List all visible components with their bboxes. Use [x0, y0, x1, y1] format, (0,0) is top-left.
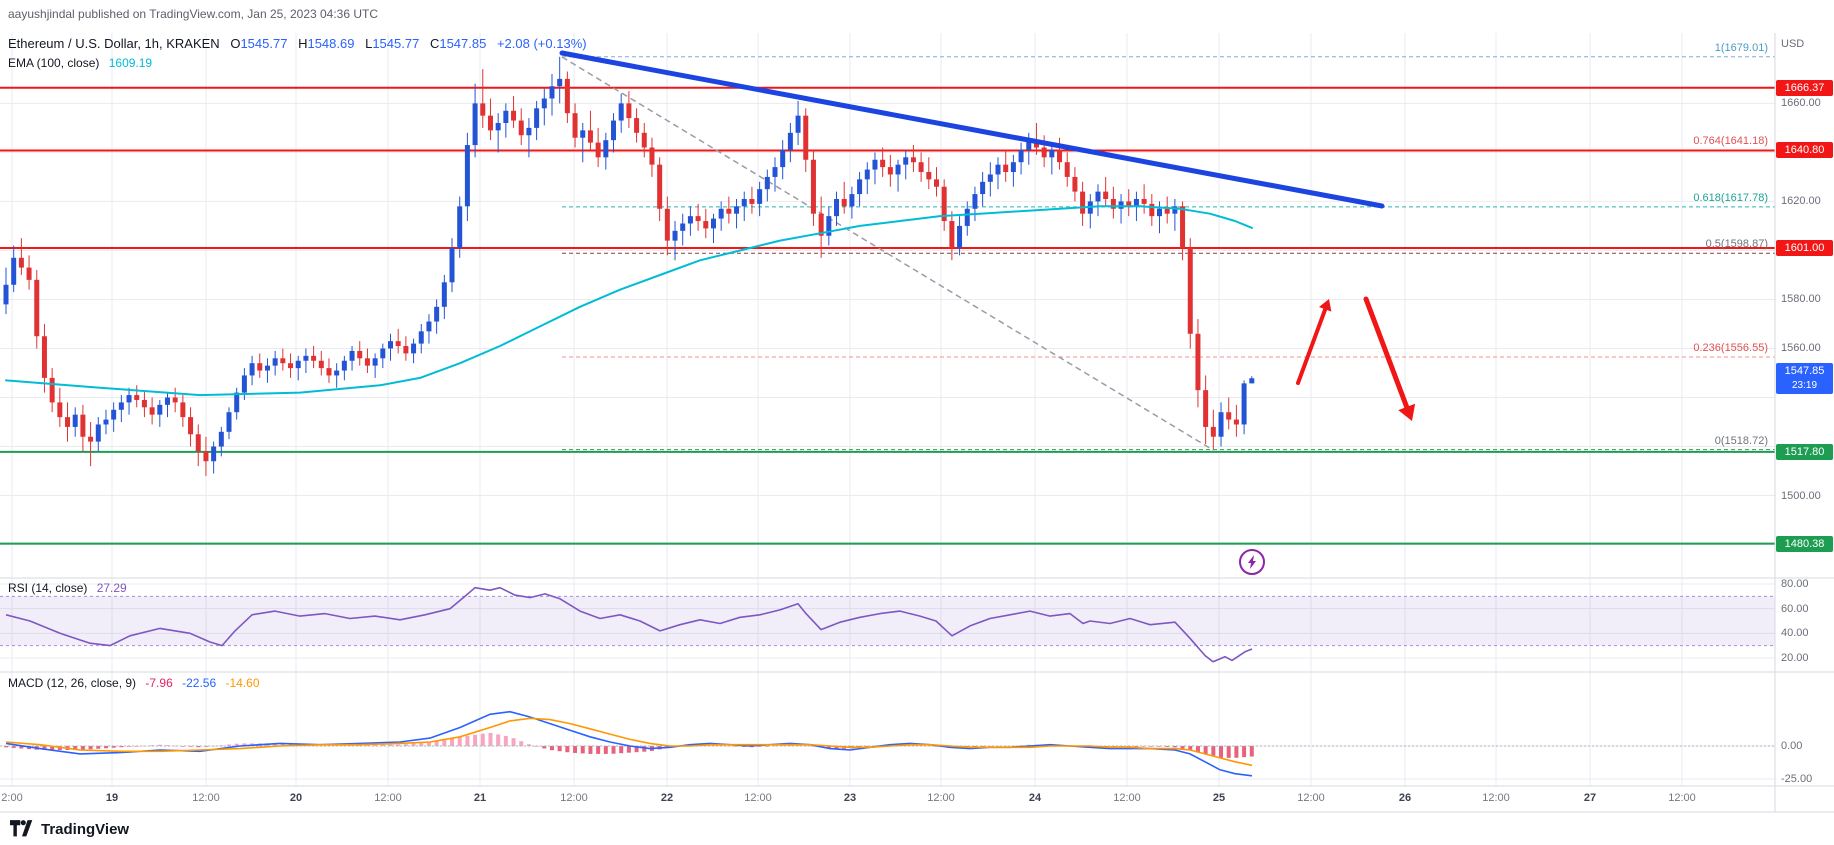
macd-line-value: -22.56: [182, 676, 217, 690]
rsi-value: 27.29: [96, 581, 127, 595]
low-label: L: [365, 36, 373, 51]
ema-legend[interactable]: EMA (100, close) 1609.19: [8, 56, 152, 70]
change-value: +2.08 (+0.13%): [496, 36, 587, 51]
tradingview-branding[interactable]: TradingView: [10, 816, 129, 842]
low-value: 1545.77: [372, 36, 420, 51]
macd-pane[interactable]: [0, 672, 1775, 788]
macd-signal-value: -14.60: [225, 676, 260, 690]
ema-label: EMA (100, close): [8, 56, 100, 70]
price-pane[interactable]: [0, 33, 1775, 578]
rsi-pane[interactable]: [0, 578, 1775, 672]
high-value: 1548.69: [307, 36, 355, 51]
ema-value: 1609.19: [108, 56, 153, 70]
open-value: 1545.77: [240, 36, 288, 51]
symbol-legend[interactable]: Ethereum / U.S. Dollar, 1h, KRAKEN O1545…: [8, 36, 587, 51]
close-label: C: [429, 36, 440, 51]
symbol-title: Ethereum / U.S. Dollar, 1h, KRAKEN: [8, 36, 220, 51]
open-label: O: [230, 36, 241, 51]
macd-histogram-value: -7.96: [145, 676, 173, 690]
rsi-legend[interactable]: RSI (14, close) 27.29: [8, 581, 127, 595]
tradingview-logo-icon: [10, 819, 34, 840]
publish-info: aayushjindal published on TradingView.co…: [8, 7, 379, 21]
rsi-label: RSI (14, close): [8, 581, 88, 595]
tradingview-wordmark: TradingView: [41, 820, 130, 838]
close-value: 1547.85: [439, 36, 487, 51]
price-axis[interactable]: [1775, 33, 1834, 786]
macd-label: MACD (12, 26, close, 9): [8, 676, 137, 690]
high-label: H: [298, 36, 308, 51]
time-axis[interactable]: [0, 786, 1834, 812]
macd-legend[interactable]: MACD (12, 26, close, 9) -7.96 -22.56 -14…: [8, 676, 260, 690]
